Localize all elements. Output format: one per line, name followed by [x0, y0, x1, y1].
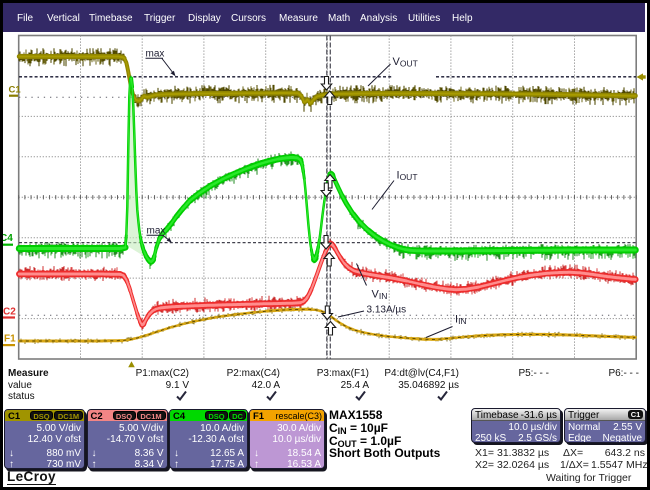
- svg-text:C4: C4: [0, 233, 13, 244]
- svg-text:IOUT: IOUT: [397, 170, 418, 183]
- svg-text:C2: C2: [3, 307, 16, 318]
- svg-text:C1: C1: [9, 84, 22, 95]
- svg-text:F1: F1: [4, 334, 16, 345]
- svg-text:3.13A/µs: 3.13A/µs: [367, 305, 407, 316]
- svg-text:IIN: IIN: [455, 314, 467, 327]
- svg-text:max: max: [146, 49, 165, 60]
- svg-text:max: max: [147, 226, 166, 237]
- svg-text:VIN: VIN: [372, 289, 388, 302]
- svg-text:VOUT: VOUT: [393, 56, 418, 69]
